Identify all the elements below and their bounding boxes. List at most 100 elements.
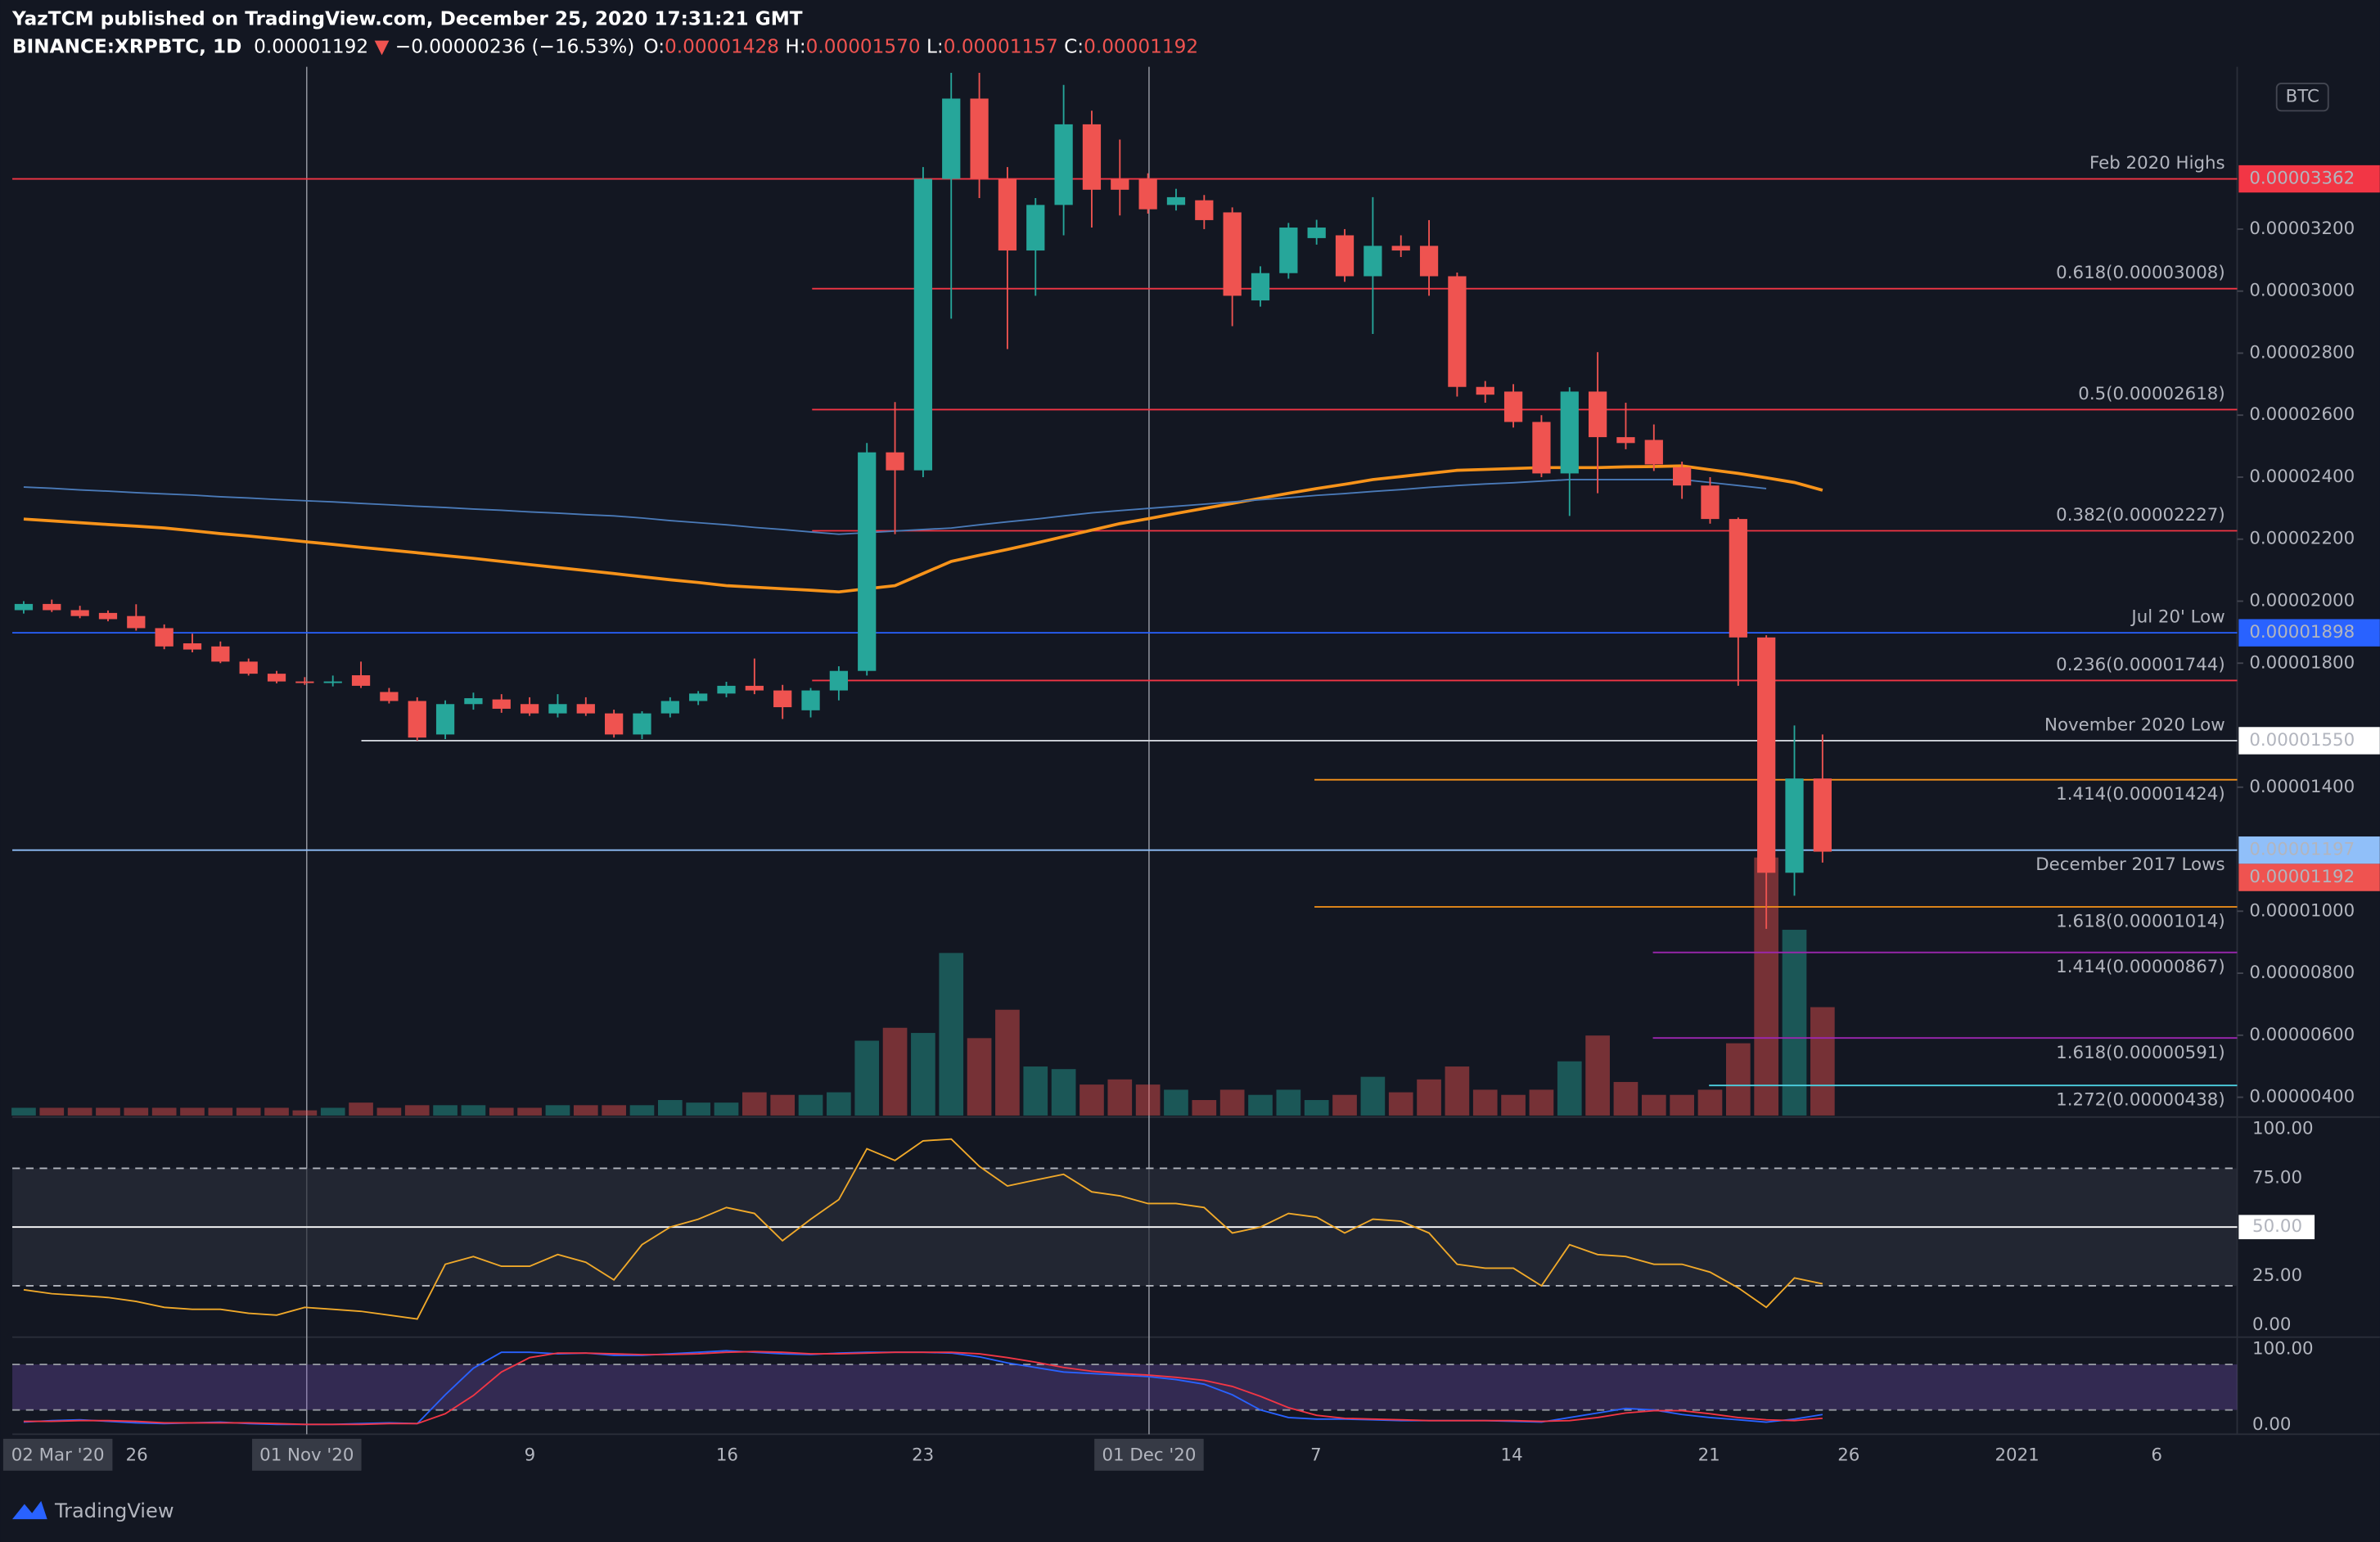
volume-bar bbox=[1529, 1089, 1554, 1116]
volume-bar bbox=[657, 1100, 683, 1116]
ohlc-key: H: bbox=[785, 35, 805, 57]
y-tick-label: 0.00001400 bbox=[2249, 777, 2355, 797]
level-label: 1.272(0.00000438) bbox=[2056, 1090, 2224, 1111]
rsi-tick-label: 100.00 bbox=[2252, 1119, 2314, 1139]
rsi-tick-label: 25.00 bbox=[2252, 1265, 2302, 1286]
y-tick-label: 0.00003000 bbox=[2249, 281, 2355, 301]
candle-body bbox=[829, 670, 848, 691]
price-box bbox=[2238, 165, 2380, 193]
candle-body bbox=[1195, 200, 1214, 220]
volume-bar bbox=[461, 1105, 486, 1116]
volume-bar bbox=[517, 1107, 542, 1116]
ohlc: O:0.00001428 H:0.00001570 L:0.00001157 C:0.… bbox=[643, 35, 1198, 57]
volume-bar bbox=[264, 1107, 289, 1116]
arrow: ▼ bbox=[375, 35, 390, 57]
candle-body bbox=[633, 713, 651, 735]
x-tick-label: 6 bbox=[2151, 1445, 2162, 1465]
candle-body bbox=[98, 612, 118, 620]
candle-body bbox=[295, 681, 314, 683]
volume-bar bbox=[1417, 1079, 1441, 1116]
candle-body bbox=[801, 690, 820, 710]
candle-body bbox=[267, 674, 286, 682]
ohlc-value: 0.00001157 bbox=[944, 35, 1058, 57]
candle-body bbox=[1364, 246, 1382, 277]
volume-bar bbox=[151, 1107, 177, 1116]
volume-bar bbox=[39, 1107, 65, 1116]
x-tick-label: 21 bbox=[1698, 1445, 1720, 1465]
candle-body bbox=[211, 646, 230, 662]
x-tick-label: 26 bbox=[126, 1445, 148, 1465]
volume-bar bbox=[349, 1102, 373, 1116]
ohlc-value: 0.00001192 bbox=[1084, 35, 1198, 57]
candle-body bbox=[1785, 778, 1804, 873]
y-tick-label: 0.00002000 bbox=[2249, 590, 2355, 611]
candle-body bbox=[1448, 276, 1467, 387]
y-tick-label: 0.00002800 bbox=[2249, 342, 2355, 363]
stoch-band bbox=[12, 1364, 2238, 1410]
candle-body bbox=[689, 693, 708, 701]
volume-bar bbox=[1810, 1007, 1835, 1116]
price-box bbox=[2238, 836, 2380, 864]
volume-bar bbox=[1135, 1084, 1161, 1116]
candle-body bbox=[1335, 235, 1355, 277]
candle-body bbox=[435, 704, 455, 735]
candle-body bbox=[323, 681, 342, 683]
currency: BTC bbox=[2286, 87, 2319, 107]
y-tick-label: 0.00000400 bbox=[2249, 1087, 2355, 1107]
rsi-line bbox=[23, 1138, 1823, 1320]
volume-bar bbox=[11, 1107, 36, 1116]
volume-bar bbox=[686, 1102, 710, 1116]
candle-body bbox=[913, 178, 933, 471]
candle-body bbox=[576, 704, 595, 714]
level-label: Jul 20' Low bbox=[2130, 607, 2224, 628]
candle-body bbox=[1757, 637, 1776, 873]
volume-bar bbox=[1472, 1089, 1498, 1116]
volume-bar bbox=[1107, 1079, 1133, 1116]
x-tick-label: 14 bbox=[1501, 1445, 1523, 1465]
x-tick-label: 9 bbox=[525, 1445, 536, 1465]
volume-bar bbox=[939, 953, 964, 1116]
y-tick-label: 0.00002400 bbox=[2249, 467, 2355, 487]
volume-bar bbox=[995, 1009, 1020, 1116]
symbol: BINANCE:XRPBTC, 1D bbox=[12, 35, 241, 57]
candle-body bbox=[970, 98, 989, 179]
price-box-label: 0.00003362 bbox=[2249, 169, 2355, 189]
volume-bar bbox=[1360, 1076, 1386, 1116]
volume-bar bbox=[770, 1094, 796, 1116]
volume-bar bbox=[1248, 1094, 1273, 1116]
candle-body bbox=[1419, 246, 1439, 277]
candle-body bbox=[408, 701, 426, 738]
x-tick-label: 01 Nov '20 bbox=[259, 1445, 354, 1465]
candle-body bbox=[239, 661, 258, 674]
volume-bar bbox=[1332, 1094, 1357, 1116]
candle-body bbox=[380, 692, 399, 701]
ohlc-value: 0.00001570 bbox=[806, 35, 921, 57]
candle-body bbox=[1054, 124, 1073, 205]
candle-body bbox=[351, 675, 371, 686]
volume-bar bbox=[1557, 1061, 1582, 1116]
x-label-box bbox=[1094, 1438, 1204, 1471]
candle-body bbox=[520, 704, 539, 714]
price-box bbox=[2238, 727, 2380, 755]
candle-body bbox=[183, 643, 202, 650]
stoch-tick-label: 100.00 bbox=[2252, 1339, 2314, 1359]
rsi-tick-label: 50.00 bbox=[2252, 1216, 2302, 1237]
volume-bar bbox=[1697, 1089, 1723, 1116]
level-label: 1.618(0.00000591) bbox=[2056, 1043, 2224, 1063]
volume-bar bbox=[742, 1092, 767, 1116]
level-label: December 2017 Lows bbox=[2035, 854, 2224, 875]
rsi-mid-box bbox=[2238, 1215, 2315, 1240]
volume-bar bbox=[124, 1107, 149, 1116]
ohlc-key: L: bbox=[926, 35, 944, 57]
level-label: 0.618(0.00003008) bbox=[2056, 263, 2224, 283]
x-tick-label: 7 bbox=[1310, 1445, 1322, 1465]
candle-body bbox=[1026, 205, 1045, 251]
stoch-d bbox=[23, 1350, 1823, 1426]
candle-body bbox=[1616, 437, 1635, 444]
volume-bar bbox=[292, 1110, 318, 1116]
volume-bar bbox=[911, 1033, 935, 1116]
candle-body bbox=[773, 690, 792, 708]
candle-body bbox=[1729, 519, 1747, 638]
